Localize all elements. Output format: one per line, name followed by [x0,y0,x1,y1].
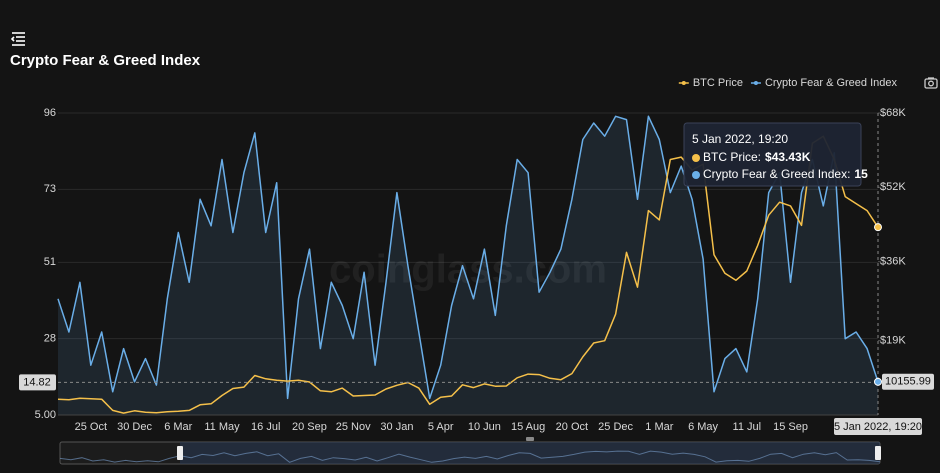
hover-point [874,377,882,386]
chart-title: Crypto Fear & Greed Index [10,52,201,69]
legend-swatch-dot [681,81,686,85]
x-tick-label: 6 Mar [164,421,192,433]
x-tick-label: 30 Jan [380,421,413,433]
x-tick-label: 20 Oct [556,421,588,433]
area [58,116,878,416]
y-tick-label: 28 [44,333,56,345]
y2-tick-label: $68K [880,107,906,119]
tooltip-row-label: Crypto Fear & Greed Index: [703,167,850,181]
y-tick-label: 5.00 [35,409,56,421]
tooltip-title: 5 Jan 2022, 19:20 [692,132,788,146]
line [57,135,879,414]
x-tick-label: 11 Jul [733,421,762,433]
camera-icon[interactable] [924,77,938,89]
x-tick-label: 11 May [204,421,240,433]
crosshair-y-label: 14.82 [23,376,51,388]
y2-tick-label: $36K [880,256,906,268]
navigator-line [59,450,881,463]
y2-tick-label: $52K [880,181,906,193]
x-tick-label: 25 Dec [598,421,633,433]
crosshair-x-box [834,418,922,435]
navigator-handle-right[interactable] [875,446,881,460]
x-tick-label: 20 Sep [292,421,327,433]
x-tick-label: 25 Nov [336,421,371,433]
navigator-grip[interactable] [526,437,534,441]
tooltip-dot [692,154,700,162]
tooltip-row-value: 15 [854,167,868,181]
y-tick-label: 73 [44,183,56,195]
x-tick-label: 25 Oct [75,421,107,433]
crosshair-x-label: 5 Jan 2022, 19:20 [834,421,922,433]
x-tick-label: 1 Mar [645,421,673,433]
hover-point [874,223,882,232]
crosshair-y2-label: 10155.99 [885,376,931,388]
menu-icon[interactable] [10,32,25,46]
legend-label: Crypto Fear & Greed Index [765,77,898,89]
y-tick-label: 51 [44,256,56,268]
tooltip [683,122,862,187]
x-tick-label: 15 Sep [773,421,808,433]
x-tick-label: 15 Aug [511,421,545,433]
tooltip-row-value: $43.43K [765,150,811,164]
y-tick-label: 96 [44,107,56,119]
legend-label: BTC Price [693,77,743,89]
y2-tick-label: $19K [880,335,906,347]
crosshair-y-box [19,374,56,391]
x-tick-label: 5 Apr [428,421,454,433]
x-tick-label: 10 Jun [468,421,501,433]
tooltip-dot [692,171,700,179]
tooltip-row-label: BTC Price: [703,150,761,164]
crosshair-y2-box [882,373,934,390]
legend-swatch-dot [753,81,758,85]
x-tick-label: 16 Jul [251,421,280,433]
x-tick-label: 30 Dec [117,421,152,433]
x-tick-label: 6 May [688,421,718,433]
line [57,115,879,400]
navigator-handle-left[interactable] [177,446,183,460]
